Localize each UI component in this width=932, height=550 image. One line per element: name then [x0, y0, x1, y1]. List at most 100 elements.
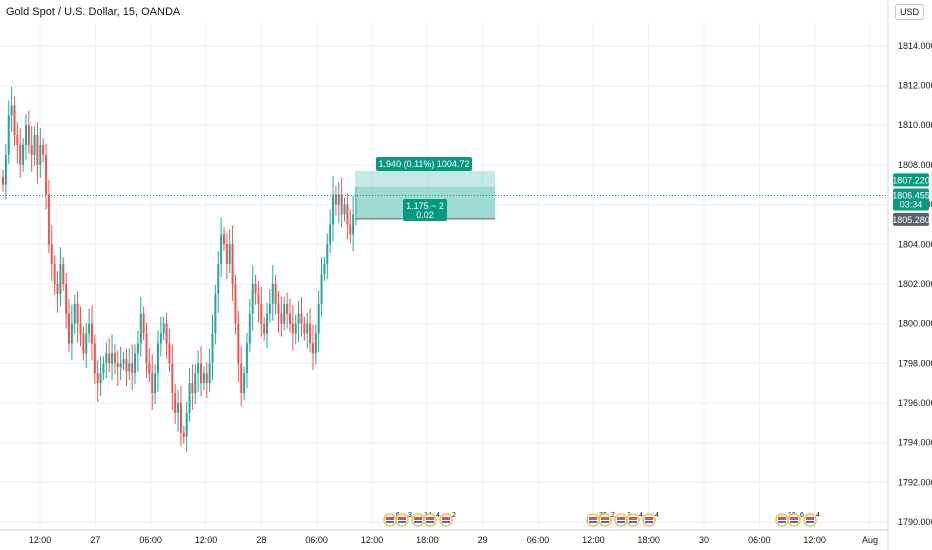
currency-button[interactable]: USD [894, 4, 924, 20]
candle-body [70, 323, 73, 344]
candle-body [225, 244, 228, 265]
candle-body [4, 154, 7, 185]
flag-stripe-red [398, 517, 406, 520]
candle-body [349, 224, 352, 235]
candle-body [317, 303, 320, 334]
candle-body [47, 194, 50, 245]
flag-stripe-red [645, 517, 653, 520]
candle-body [22, 145, 25, 165]
candle-body [283, 303, 286, 324]
candle-body [294, 323, 297, 334]
event-count: 6 [800, 512, 804, 519]
candle-body [59, 264, 62, 294]
candle-body [266, 313, 269, 334]
candle-body [128, 363, 131, 372]
candle-body [177, 403, 180, 413]
candle-body [254, 283, 257, 294]
candle-body [352, 214, 355, 235]
candle-body [82, 333, 85, 354]
candle-body [65, 283, 68, 314]
flag-stripe-blue [589, 521, 597, 523]
candle-body [220, 234, 223, 265]
candle-body [231, 244, 234, 284]
candle-body [343, 204, 346, 215]
candle-body [154, 373, 157, 394]
candle-body [297, 313, 300, 324]
candle-body [171, 363, 174, 394]
flag-stripe-red [778, 517, 786, 520]
candle-body [102, 363, 105, 374]
candle-body [340, 194, 343, 215]
candle-body [19, 145, 22, 165]
candle-body [185, 412, 188, 437]
candle-body [337, 194, 340, 205]
candle-body [240, 363, 243, 394]
x-tick-label: 18:00 [416, 535, 439, 545]
y-tick-label: 1802.000 [898, 279, 932, 289]
event-count: 4 [436, 512, 440, 519]
candle-body [217, 264, 220, 294]
candle-body [257, 293, 260, 304]
candle-body [202, 373, 205, 384]
flag-stripe-red [790, 517, 798, 520]
candle-body [168, 343, 171, 364]
candle-body [113, 353, 116, 364]
candle-body [142, 313, 145, 334]
candle-body [263, 323, 266, 334]
flag-stripe-red [442, 517, 450, 520]
candle-body [334, 194, 337, 205]
x-tick-label: 12:00 [582, 535, 605, 545]
candle-body [76, 303, 79, 324]
flag-stripe-blue [426, 521, 434, 523]
candle-body [329, 224, 332, 245]
y-tick-label: 1804.000 [898, 239, 932, 249]
candle-body [50, 244, 53, 265]
candle-body [205, 373, 208, 384]
flag-stripe-blue [386, 521, 394, 523]
candle-body [274, 283, 277, 304]
candle-body [222, 234, 225, 245]
candle-body [320, 274, 323, 304]
ratio-label: 1.175 ~ 2 [406, 201, 444, 211]
flag-stripe-blue [601, 521, 609, 523]
candle-body [311, 343, 314, 354]
candle-body [306, 323, 309, 334]
quantity-label: 0.02 [416, 210, 434, 220]
candle-body [245, 343, 248, 374]
x-tick-label: 30 [699, 535, 709, 545]
candle-body [62, 264, 65, 284]
x-tick-label: 06:00 [305, 535, 328, 545]
candle-body [197, 363, 200, 374]
candle-body [174, 393, 177, 413]
candle-body [85, 333, 88, 354]
flag-stripe-red [426, 517, 434, 520]
ratio-label-box [403, 199, 447, 221]
y-tick-label: 1814.000 [898, 41, 932, 51]
y-tick-label: 1790.000 [898, 517, 932, 527]
flag-stripe-red [386, 517, 394, 520]
candle-body [148, 363, 151, 374]
symbol-title[interactable]: Gold Spot / U.S. Dollar, 15, OANDA [6, 6, 181, 18]
candle-body [68, 313, 71, 344]
candle-body [45, 154, 48, 195]
current-price-tag-label: 1806.455 [892, 191, 930, 201]
candle-body [139, 313, 142, 344]
flag-stripe-red [589, 517, 597, 520]
event-count: 3 [408, 512, 412, 519]
candle-body [134, 353, 137, 374]
candle-body [208, 363, 211, 384]
x-tick-label: 12:00 [803, 535, 826, 545]
candle-body [300, 313, 303, 324]
candle-body [16, 135, 19, 146]
candle-body [36, 135, 39, 165]
candle-body [131, 363, 134, 374]
x-tick-label: 29 [478, 535, 488, 545]
candle-body [42, 145, 45, 155]
candle-body [211, 333, 214, 364]
flag-stripe-red [617, 517, 625, 520]
candle-body [237, 323, 240, 364]
candle-body [88, 323, 91, 334]
candle-body [288, 313, 291, 324]
candle-body [159, 333, 162, 344]
